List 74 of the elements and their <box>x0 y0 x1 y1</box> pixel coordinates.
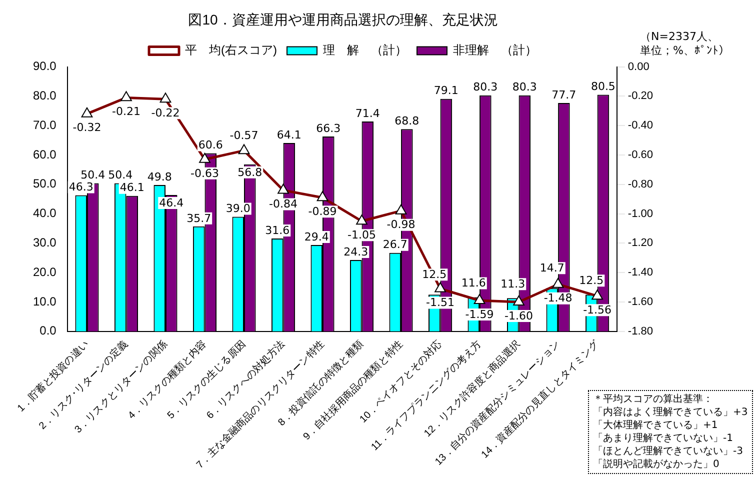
data-label: -0.84 <box>269 198 298 211</box>
y2-tick-label: -0.80 <box>628 178 654 190</box>
data-label: 80.5 <box>590 80 616 94</box>
text: 「あまり理解できていない」-1 <box>593 432 734 445</box>
legend-label: 非理解 （計） <box>452 43 537 58</box>
text: 「大体理解できている」+1 <box>593 419 719 432</box>
legend-label: 理 解 （計） <box>322 43 407 58</box>
data-label: -1.60 <box>504 309 534 322</box>
text: 「ほとんど理解できていない」-3 <box>593 445 744 458</box>
y-tick-label: 60.0 <box>32 147 57 162</box>
data-label: 50.4 <box>80 168 106 182</box>
y2-tick-label: -1.80 <box>628 325 654 338</box>
data-label: 46.4 <box>159 196 184 210</box>
data-label: -0.57 <box>230 128 258 142</box>
data-label: 12.5 <box>579 274 604 287</box>
data-label: 11.3 <box>500 278 526 291</box>
y-tick-label: 80.0 <box>32 88 57 103</box>
y-tick-label: 30.0 <box>32 235 57 250</box>
y2-tick-label: -0.60 <box>628 149 654 162</box>
y-tick-label: 40.0 <box>32 206 57 220</box>
data-label: -0.63 <box>190 166 219 180</box>
legend-label: 平 均(右スコア) <box>185 43 278 58</box>
data-label: 29.4 <box>304 230 329 244</box>
y2-tick-label: -1.60 <box>628 296 654 308</box>
y-tick-label: 0.0 <box>40 324 57 338</box>
data-label: -1.51 <box>426 296 455 310</box>
y-tick-label: 20.0 <box>32 264 57 279</box>
data-label: 24.3 <box>344 245 368 258</box>
y2-tick-label: -1.00 <box>628 208 654 220</box>
data-label: 71.4 <box>355 106 380 120</box>
data-label: 79.1 <box>434 84 458 98</box>
text: （N=2337人、 <box>640 30 720 44</box>
data-label: 35.7 <box>186 212 212 225</box>
data-label: 77.7 <box>552 88 576 102</box>
chart-title: 図10．資産運用や運用商品選択の理解、充足状況 <box>188 11 498 28</box>
data-label: 50.4 <box>108 168 133 182</box>
data-label: -0.98 <box>386 218 416 232</box>
y-tick-label: 50.0 <box>32 176 57 191</box>
data-label: 46.1 <box>120 181 144 194</box>
data-label: 31.6 <box>265 224 290 237</box>
y-tick-label: 90.0 <box>32 59 57 74</box>
data-label: 49.8 <box>147 170 172 184</box>
data-label: -1.05 <box>348 228 376 242</box>
data-label: 68.8 <box>394 114 420 128</box>
data-label: 66.3 <box>316 122 341 135</box>
y2-tick-label: 0.00 <box>628 60 650 73</box>
data-label: 11.6 <box>461 276 486 290</box>
data-label: -1.56 <box>583 303 612 316</box>
text: 「内容はよく理解できている」+3 <box>593 406 748 419</box>
data-label: 39.0 <box>226 202 250 216</box>
data-label: -0.32 <box>72 121 102 134</box>
text: 単位；%、ﾎﾟﾝﾄ） <box>640 44 730 58</box>
data-label: 26.7 <box>382 238 408 252</box>
data-label: 60.6 <box>198 138 223 152</box>
data-label: -1.48 <box>544 292 572 305</box>
data-label: 64.1 <box>276 128 302 142</box>
data-label: 80.3 <box>512 80 537 94</box>
y2-tick-label: -0.20 <box>628 90 654 102</box>
y2-tick-label: -0.40 <box>628 120 654 132</box>
data-label: -0.22 <box>151 106 180 120</box>
data-label: 46.3 <box>68 180 94 194</box>
data-label: 12.5 <box>422 268 447 281</box>
data-label: 56.8 <box>238 166 262 179</box>
data-label: 14.7 <box>540 262 564 275</box>
y2-tick-label: -1.20 <box>628 237 654 250</box>
y-tick-label: 70.0 <box>32 118 57 132</box>
data-label: -0.89 <box>308 204 337 218</box>
text: 「説明や記載がなかった」0 <box>593 458 720 471</box>
y2-tick-label: -1.40 <box>628 266 654 279</box>
data-label: -1.59 <box>465 308 494 321</box>
y-tick-label: 10.0 <box>32 294 57 308</box>
data-label: 80.3 <box>473 80 498 94</box>
text: ＊平均スコアの算出基準： <box>593 393 714 406</box>
data-label: -0.21 <box>112 105 140 118</box>
